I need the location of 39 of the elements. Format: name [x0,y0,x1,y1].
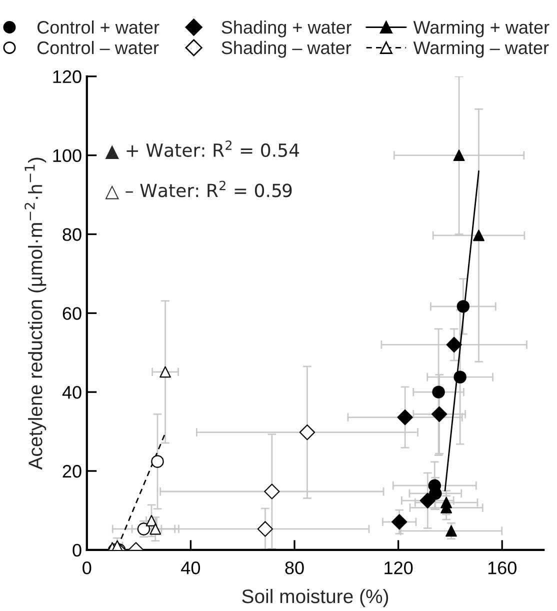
y-tick-label: 0 [72,544,82,557]
y-tick-label: 40 [62,386,82,399]
point [446,336,462,353]
legend-label: Warming + water [413,20,550,38]
point [160,366,171,378]
y-tick-label: 80 [62,228,82,241]
x-tick-label: 40 [181,561,200,574]
point [150,523,162,535]
point [453,150,465,161]
legend-label: Control – water [37,40,159,54]
y-tick-label: 20 [62,464,82,478]
y-axis-title: Acetylene reduction (µmol·m$^{−2}$·h$^{−1}$) [24,158,46,470]
point [299,424,316,440]
legend-label: Shading + water [222,20,352,38]
x-tick-label: 160 [488,561,516,574]
point [420,492,436,508]
x-tick-label: 120 [384,561,413,574]
x-tick-label: 80 [285,561,304,574]
point [431,406,448,422]
point [432,386,445,398]
point [456,300,470,313]
point [397,409,413,426]
legend-label: Warming – water [413,40,549,58]
point [112,540,123,550]
legend-label: Control + water [37,20,160,34]
point [264,484,280,500]
x-tick-label: 0 [82,561,92,574]
legend-label: Shading – water [222,40,352,58]
annotation: △ – Water: R$^{2}$ = 0.59 [105,180,292,200]
point [454,370,466,384]
point [473,230,484,242]
y-tick-label: 60 [62,307,82,320]
x-axis-title: Soil moisture (%) [242,588,388,608]
y-tick-label: 100 [53,149,82,162]
point [257,521,274,537]
point [392,514,408,530]
y-tick-label: 120 [53,70,82,84]
annotation: ▲ + Water: R$^{2}$ = 0.54 [105,140,300,159]
point [446,525,457,537]
